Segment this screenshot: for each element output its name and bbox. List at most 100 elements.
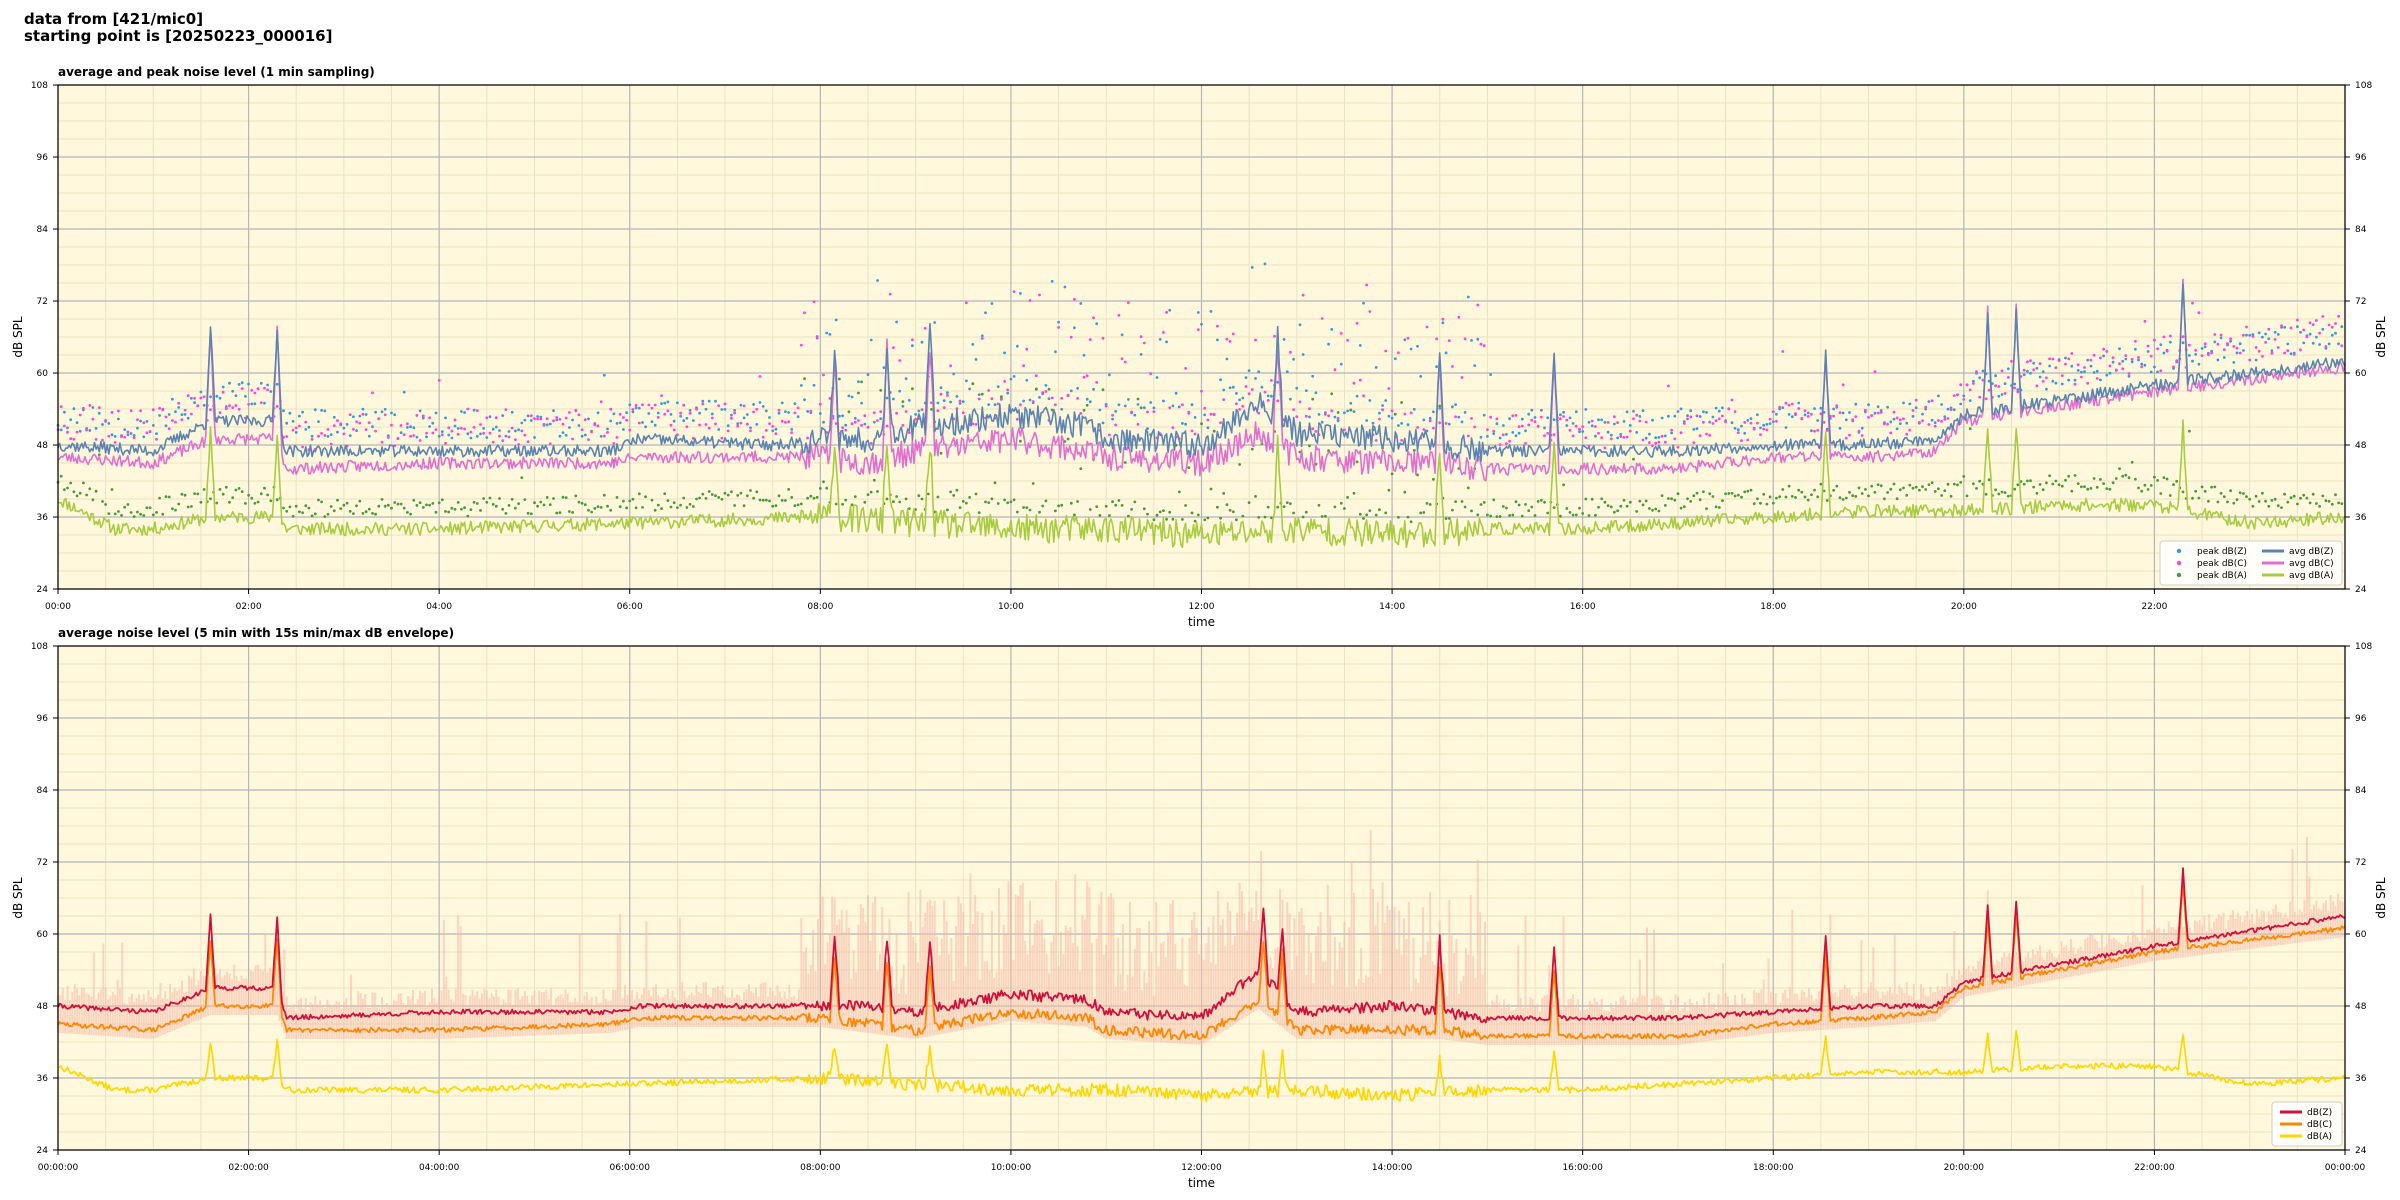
peak-point (167, 427, 171, 431)
peak-point (101, 438, 104, 442)
peak-point (688, 409, 692, 412)
y-tick-label-right: 84 (2355, 786, 2367, 796)
peak-point (234, 394, 238, 397)
peak-point (2153, 475, 2156, 479)
peak-point (444, 416, 447, 420)
peak-point (1981, 378, 1985, 382)
peak-point (1295, 386, 1299, 390)
peak-point (2000, 490, 2004, 494)
peak-point (332, 424, 336, 427)
peak-point (1520, 424, 1524, 428)
peak-point (145, 420, 149, 423)
peak-point (390, 423, 393, 427)
peak-point (710, 412, 714, 416)
peak-point (2076, 482, 2080, 485)
peak-point (1511, 414, 1515, 418)
peak-point (1505, 506, 1508, 510)
peak-point (180, 418, 184, 422)
peak-point (1860, 426, 1864, 430)
peak-point (164, 424, 168, 428)
peak-point (904, 497, 908, 501)
peak-point (1622, 420, 1626, 423)
legend-label: avg dB(Z) (2289, 547, 2334, 557)
peak-point (1196, 328, 1200, 331)
peak-point (1054, 350, 1057, 354)
peak-point (1679, 506, 1683, 510)
peak-point (1231, 510, 1235, 514)
peak-point (2048, 364, 2052, 368)
x-tick-label: 00:00:00 (38, 1163, 79, 1173)
peak-point (1025, 378, 1029, 382)
peak-point (1047, 397, 1051, 401)
peak-point (1136, 403, 1140, 406)
peak-point (317, 498, 320, 502)
peak-point (2175, 479, 2179, 483)
peak-point (1743, 421, 1747, 424)
peak-point (488, 415, 492, 419)
peak-point (936, 495, 940, 499)
peak-point (1120, 504, 1124, 507)
peak-point (1374, 513, 1378, 517)
peak-point (2153, 365, 2156, 369)
peak-point (866, 425, 870, 429)
peak-point (377, 504, 381, 508)
peak-point (764, 409, 768, 413)
peak-point (1346, 339, 1349, 342)
peak-point (1482, 501, 1486, 504)
peak-point (1225, 503, 1229, 507)
peak-point (2114, 368, 2118, 372)
peak-point (1816, 428, 1820, 432)
peak-point (1066, 393, 1070, 397)
peak-point (771, 425, 775, 428)
peak-point (342, 426, 346, 430)
peak-point (720, 436, 724, 440)
peak-point (656, 416, 660, 419)
peak-point (155, 437, 158, 441)
peak-point (1860, 492, 1864, 495)
peak-point (139, 512, 143, 516)
peak-point (806, 410, 809, 413)
peak-point (901, 400, 905, 403)
peak-point (310, 434, 314, 438)
peak-point (113, 512, 117, 516)
y-tick-label: 48 (37, 441, 49, 451)
peak-point (803, 377, 806, 380)
peak-point (669, 505, 673, 509)
peak-point (117, 510, 120, 513)
peak-point (1463, 337, 1467, 341)
peak-point (730, 490, 733, 494)
peak-point (1514, 414, 1518, 417)
plot-frame (57, 645, 2346, 1151)
peak-point (764, 498, 768, 502)
peak-point (1740, 495, 1743, 499)
peak-point (1108, 433, 1111, 437)
peak-point (2162, 476, 2166, 479)
peak-point (2232, 361, 2236, 364)
peak-point (723, 491, 727, 495)
peak-point (1644, 499, 1648, 503)
peak-point (796, 406, 800, 410)
peak-point (1324, 514, 1327, 518)
peak-point (1136, 423, 1140, 426)
peak-point (1771, 420, 1775, 423)
peak-point (231, 406, 235, 410)
peak-point (1698, 434, 1702, 438)
peak-point (736, 494, 740, 497)
peak-point (218, 396, 222, 400)
peak-point (88, 487, 92, 491)
peak-point (209, 408, 212, 412)
peak-point (660, 402, 663, 405)
peak-point (1095, 322, 1099, 326)
peak-point (1308, 415, 1311, 419)
peak-point (1139, 335, 1143, 338)
peak-point (812, 496, 816, 500)
peak-point (237, 407, 241, 411)
peak-point (974, 492, 978, 496)
peak-point (2146, 344, 2150, 348)
peak-point (460, 410, 463, 413)
peak-point (1409, 347, 1413, 351)
y-tick-label-right: 24 (2355, 585, 2367, 595)
peak-point (1946, 407, 1950, 411)
peak-point (393, 501, 397, 504)
peak-point (1536, 425, 1540, 428)
